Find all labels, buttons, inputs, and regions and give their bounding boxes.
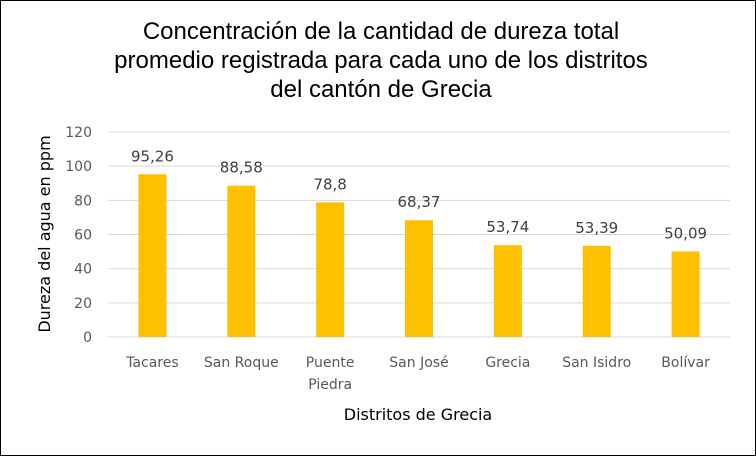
x-axis-title: Distritos de Grecia bbox=[344, 405, 492, 424]
category-label: Grecia bbox=[485, 355, 530, 371]
data-label: 53,39 bbox=[575, 219, 618, 237]
data-label: 50,09 bbox=[664, 224, 707, 242]
data-labels: 95,26 88,58 78,8 68,37 53,74 53,39 50,09 bbox=[131, 147, 707, 242]
chart-title-line-2: promedio registrada para cada uno de los… bbox=[114, 47, 648, 74]
data-label: 95,26 bbox=[131, 147, 174, 165]
y-tick-label: 60 bbox=[74, 228, 92, 244]
data-label: 88,58 bbox=[220, 159, 263, 177]
bar bbox=[493, 245, 522, 337]
y-axis-title: Dureza del agua en ppm bbox=[35, 135, 54, 332]
category-label: Piedra bbox=[308, 377, 352, 393]
category-label: San Isidro bbox=[562, 355, 631, 371]
category-label: Bolívar bbox=[661, 355, 710, 371]
y-tick-label: 100 bbox=[65, 159, 92, 175]
category-label: San José bbox=[389, 355, 448, 371]
bar bbox=[405, 220, 433, 337]
chart-title-line-1: Concentración de la cantidad de dureza t… bbox=[142, 18, 620, 45]
category-labels: Tacares San Roque Puente Piedra San José Grec… bbox=[125, 355, 710, 393]
data-label: 68,37 bbox=[398, 193, 441, 211]
bars bbox=[138, 174, 700, 337]
y-tick-label: 120 bbox=[65, 125, 92, 141]
category-label: Tacares bbox=[125, 355, 178, 371]
y-tick-label: 0 bbox=[83, 330, 92, 346]
y-tick-label: 40 bbox=[74, 262, 92, 278]
bar bbox=[671, 251, 700, 337]
chart-title-line-3: del cantón de Grecia bbox=[270, 76, 492, 103]
chart-title: Concentración de la cantidad de dureza t… bbox=[61, 17, 701, 104]
category-label: San Roque bbox=[204, 355, 279, 371]
y-tick-label: 20 bbox=[74, 296, 92, 312]
y-tick-labels: 0 20 40 60 80 100 120 bbox=[65, 125, 92, 346]
bar bbox=[582, 245, 611, 337]
bar bbox=[138, 174, 167, 337]
bar bbox=[227, 185, 256, 337]
y-tick-label: 80 bbox=[74, 193, 92, 209]
data-label: 53,74 bbox=[486, 218, 529, 236]
data-label: 78,8 bbox=[313, 175, 346, 193]
bar bbox=[316, 202, 345, 337]
category-label: Puente bbox=[306, 355, 355, 371]
